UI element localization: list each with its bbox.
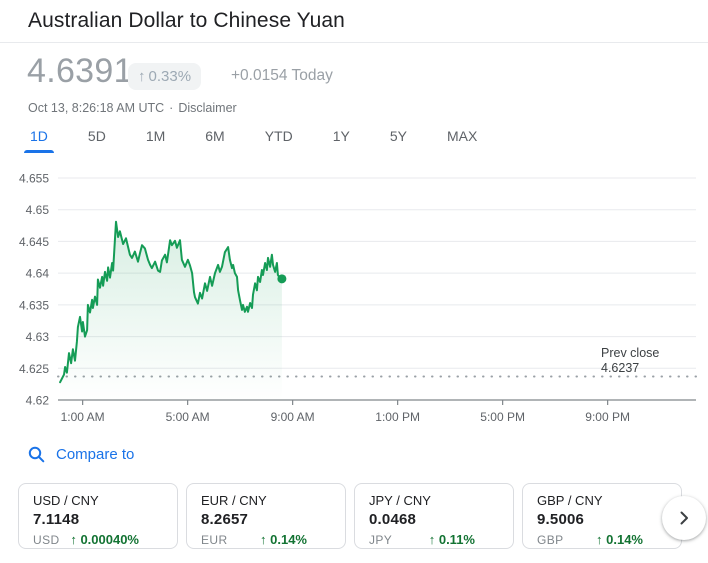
card-change-value: 0.14% bbox=[606, 532, 643, 547]
card-pair-label: USD / CNY bbox=[33, 493, 99, 508]
card-rate-value: 7.1148 bbox=[33, 511, 80, 528]
y-axis-tick-label: 4.655 bbox=[19, 172, 49, 186]
y-axis-tick-label: 4.65 bbox=[26, 203, 50, 217]
tab-label: 1D bbox=[30, 128, 48, 144]
arrow-up-icon: ↑ bbox=[596, 532, 603, 547]
y-axis-tick-label: 4.625 bbox=[19, 362, 49, 376]
arrow-up-icon: ↑ bbox=[428, 532, 436, 547]
separator-dot: · bbox=[169, 101, 174, 115]
card-change-value: 0.11% bbox=[438, 532, 475, 547]
tab-label: YTD bbox=[264, 128, 293, 144]
compare-card-gbp-cny[interactable]: GBP / CNY 9.5006 GBP ↑ 0.14% bbox=[522, 483, 682, 549]
x-axis-tick-label: 9:00 PM bbox=[585, 410, 630, 424]
card-pair-label: GBP / CNY bbox=[537, 493, 603, 508]
card-pair-label: JPY / CNY bbox=[369, 493, 431, 508]
card-change-percent: ↑ 0.14% bbox=[596, 532, 643, 547]
price-area-fill bbox=[60, 221, 282, 400]
card-change-value: 0.00040% bbox=[80, 532, 139, 547]
y-axis-tick-label: 4.635 bbox=[19, 298, 49, 312]
tab-1y[interactable]: 1Y bbox=[327, 128, 356, 153]
price-line bbox=[59, 220, 283, 384]
chevron-right-icon bbox=[680, 511, 688, 525]
card-change-percent: ↑ 0.11% bbox=[429, 532, 475, 547]
arrow-up-icon: ↑ bbox=[260, 532, 267, 547]
y-axis-tick-label: 4.62 bbox=[26, 394, 50, 408]
disclaimer-link[interactable]: Disclaimer bbox=[178, 101, 237, 115]
card-pair-label: EUR / CNY bbox=[201, 493, 267, 508]
card-change-value: 0.14% bbox=[270, 532, 307, 547]
tab-1m[interactable]: 1M bbox=[140, 128, 171, 153]
tab-1d[interactable]: 1D bbox=[24, 128, 54, 153]
x-axis-tick-label: 1:00 PM bbox=[375, 410, 420, 424]
compare-card-usd-cny[interactable]: USD / CNY 7.1148 USD ↑ 0.00040% bbox=[18, 483, 178, 549]
time-range-tabs: 1D 5D 1M 6M YTD 1Y 5Y MAX bbox=[24, 128, 483, 153]
tab-5y[interactable]: 5Y bbox=[384, 128, 413, 153]
compare-to-button[interactable]: Compare to bbox=[28, 446, 134, 463]
y-axis-tick-label: 4.64 bbox=[26, 267, 50, 281]
card-change-percent: ↑ 0.14% bbox=[260, 532, 307, 547]
card-bottom-row: USD ↑ 0.00040% bbox=[33, 532, 165, 547]
card-bottom-row: EUR ↑ 0.14% bbox=[201, 532, 333, 547]
search-icon bbox=[28, 446, 45, 463]
tab-6m[interactable]: 6M bbox=[199, 128, 230, 153]
card-base-currency: GBP bbox=[537, 533, 564, 547]
x-axis-tick-label: 5:00 PM bbox=[480, 410, 525, 424]
change-absolute-today: +0.0154 Today bbox=[231, 67, 333, 84]
change-percent-value: 0.33% bbox=[148, 68, 192, 85]
card-base-currency: USD bbox=[33, 533, 60, 547]
header-divider bbox=[0, 42, 708, 43]
tab-label: 5Y bbox=[389, 128, 407, 144]
tab-5d[interactable]: 5D bbox=[82, 128, 112, 153]
card-rate-value: 9.5006 bbox=[537, 511, 585, 528]
y-axis-tick-label: 4.63 bbox=[26, 330, 50, 344]
x-axis-tick-label: 5:00 AM bbox=[166, 410, 210, 424]
compare-card-jpy-cny[interactable]: JPY / CNY 0.0468 JPY ↑ 0.11% bbox=[354, 483, 514, 549]
tab-label: 6M bbox=[205, 128, 225, 144]
compare-to-label: Compare to bbox=[56, 446, 135, 463]
tab-max[interactable]: MAX bbox=[441, 128, 483, 153]
card-change-percent: ↑ 0.00040% bbox=[70, 532, 139, 547]
tab-ytd[interactable]: YTD bbox=[259, 128, 299, 153]
tab-label: 1Y bbox=[332, 128, 350, 144]
compare-card-eur-cny[interactable]: EUR / CNY 8.2657 EUR ↑ 0.14% bbox=[186, 483, 346, 549]
prev-close-value: 4.6237 bbox=[601, 361, 639, 375]
y-axis-tick-label: 4.645 bbox=[19, 235, 49, 249]
prev-close-label: Prev close bbox=[601, 346, 659, 360]
tab-label: MAX bbox=[446, 128, 478, 144]
x-axis-tick-label: 1:00 AM bbox=[61, 410, 105, 424]
card-base-currency: JPY bbox=[369, 533, 393, 547]
page-title: Australian Dollar to Chinese Yuan bbox=[28, 9, 345, 32]
arrow-up-icon: ↑ bbox=[70, 532, 77, 547]
timestamp-text: Oct 13, 8:26:18 AM UTC bbox=[28, 101, 165, 115]
last-price-dot bbox=[277, 274, 287, 284]
quote-timestamp: Oct 13, 8:26:18 AM UTC · Disclaimer bbox=[28, 101, 237, 115]
card-bottom-row: JPY ↑ 0.11% bbox=[369, 532, 501, 547]
x-axis-tick-label: 9:00 AM bbox=[271, 410, 315, 424]
change-percent-badge: ↑ 0.33% bbox=[128, 63, 202, 90]
tab-label: 1M bbox=[145, 128, 166, 144]
compare-cards-row: USD / CNY 7.1148 USD ↑ 0.00040% EUR / CNY 8.2… bbox=[18, 483, 682, 549]
card-base-currency: EUR bbox=[201, 533, 228, 547]
current-price: 4.6391 bbox=[27, 52, 133, 90]
next-cards-button[interactable] bbox=[662, 496, 706, 540]
card-bottom-row: GBP ↑ 0.14% bbox=[537, 532, 669, 547]
card-rate-value: 8.2657 bbox=[201, 511, 249, 528]
card-rate-value: 0.0468 bbox=[369, 511, 417, 528]
arrow-up-icon: ↑ bbox=[138, 68, 146, 85]
tab-label: 5D bbox=[87, 128, 106, 144]
